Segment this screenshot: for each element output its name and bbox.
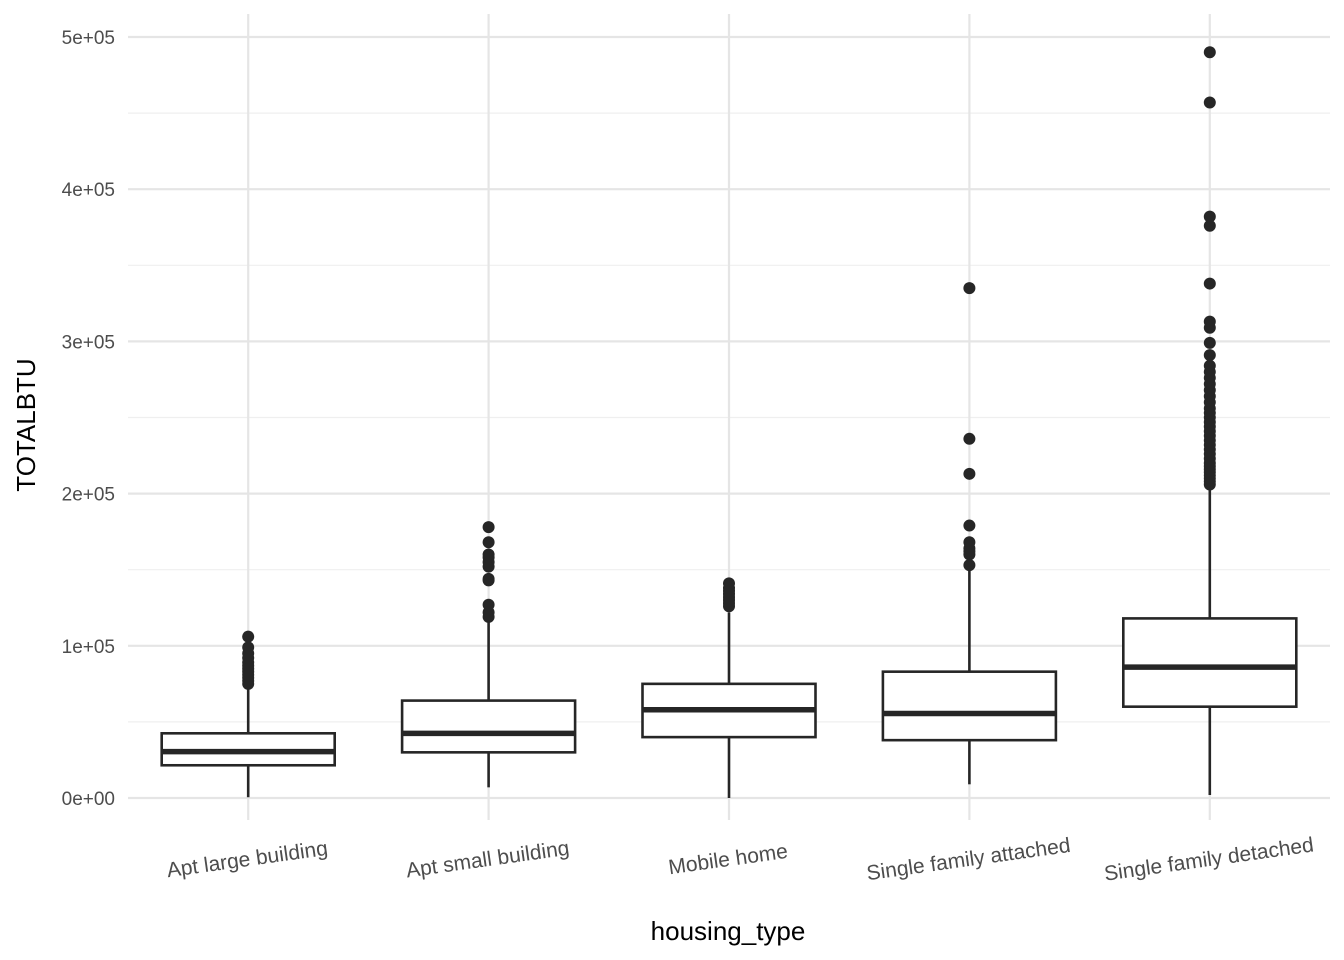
outlier-point [963,282,976,295]
box-group [881,282,1058,785]
outlier-point [963,536,976,549]
outlier-point [482,521,495,534]
box-group [160,630,336,798]
x-tick-label: Mobile home [667,840,789,880]
outlier-point [1203,96,1216,109]
x-axis-ticks: Apt large building Apt small building Mobi… [165,833,1315,885]
outlier-point [482,536,495,549]
outlier-point [482,548,495,561]
interquartile-box [881,670,1058,742]
outlier-point [1203,46,1216,59]
outlier-point [482,598,495,611]
y-tick-label: 0e+00 [62,789,115,810]
y-tick-label: 5e+05 [62,28,115,49]
outlier-point [963,519,976,532]
x-axis-title: housing_type [651,916,806,946]
box-group [1122,46,1298,795]
outlier-point [963,432,976,445]
y-tick-label: 4e+05 [62,180,115,201]
outlier-point [963,559,976,572]
outlier-point [1203,349,1216,362]
outlier-point [242,630,255,643]
outlier-point [1203,359,1216,372]
y-axis-title: TOTALBTU [11,358,41,491]
outlier-point [1203,219,1216,232]
x-tick-label: Apt small building [405,837,571,883]
outlier-point [242,641,255,654]
x-tick-label: Single family detached [1103,833,1315,885]
x-tick-label: Apt large building [165,837,329,882]
x-tick-label: Single family attached [865,834,1072,885]
y-tick-label: 3e+05 [62,332,115,353]
box-group [400,521,577,788]
interquartile-box [1122,617,1298,708]
box-layer [160,46,1298,798]
outlier-point [963,467,976,480]
y-axis-ticks: 0e+00 1e+05 2e+05 3e+05 4e+05 5e+05 [62,28,115,810]
outlier-point [1203,315,1216,328]
y-tick-label: 2e+05 [62,485,115,506]
outlier-point [723,577,735,590]
box-group [641,577,817,798]
outlier-point [1203,210,1216,223]
interquartile-box [400,699,577,754]
outlier-point [1203,277,1216,290]
y-tick-label: 1e+05 [62,637,115,658]
outlier-point [482,572,495,585]
outlier-point [1203,336,1216,349]
